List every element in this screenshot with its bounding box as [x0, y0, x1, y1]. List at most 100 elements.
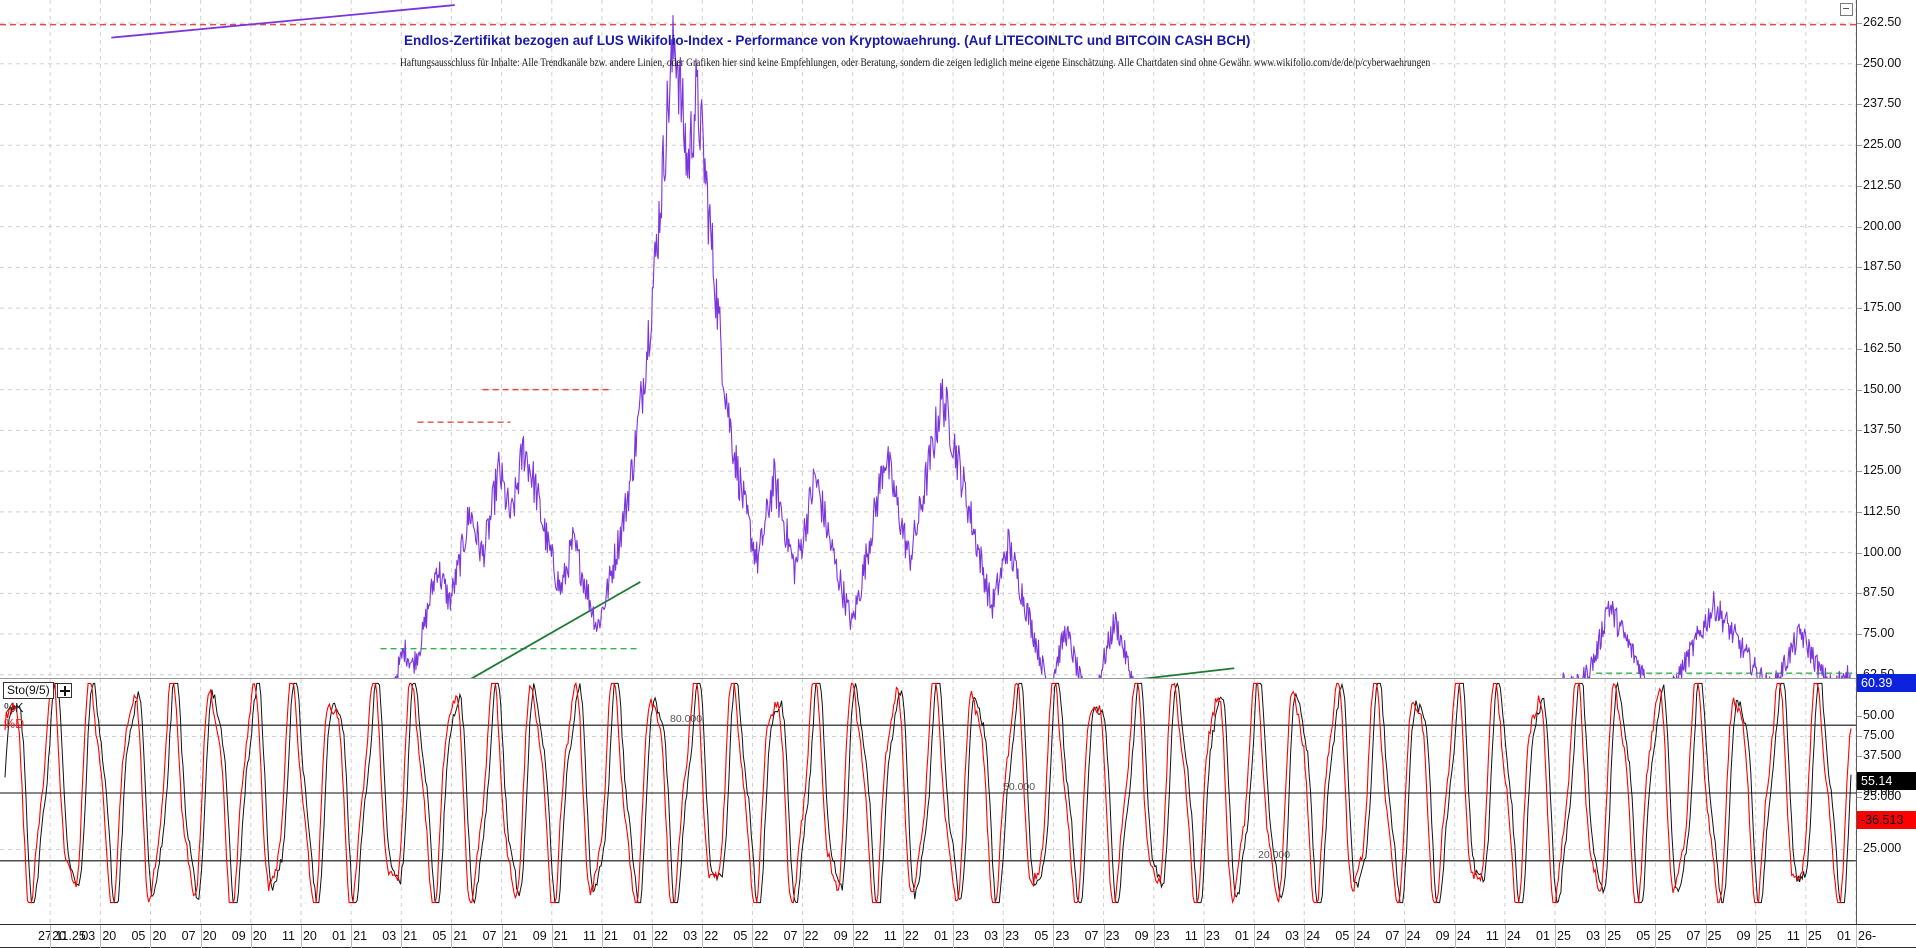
level-50-label: 50.000	[1003, 781, 1036, 793]
time-axis-separator	[1755, 925, 1757, 948]
time-axis-month-label: 11	[1786, 929, 1800, 943]
time-axis-month-label: 03	[81, 929, 96, 943]
time-axis-month-label: 05	[733, 929, 748, 943]
time-axis-year-label: 23	[955, 929, 969, 943]
stochastic-d-line	[4, 681, 1852, 905]
time-axis[interactable]: 27.11.25 20 03 20 05 20 07 20 09 20 11 20 01 21 03 21 05…	[0, 924, 1916, 948]
time-axis-month-label: 05	[1636, 929, 1651, 943]
time-axis-separator	[1053, 925, 1055, 948]
stochastic-plot[interactable]	[0, 679, 1856, 924]
time-axis-year-label: 23	[1055, 929, 1070, 943]
price-axis-tick	[1857, 634, 1862, 636]
time-axis-month-label: 01	[633, 929, 647, 943]
time-axis-year-label: 21	[403, 929, 418, 943]
time-axis-year-label: 22	[804, 929, 819, 943]
time-axis-month-label: 11	[1184, 929, 1198, 943]
time-axis-start-label: 27.11.25	[38, 929, 86, 943]
stochastic-axis-tick	[1857, 735, 1862, 737]
price-axis-tick	[1857, 63, 1862, 65]
time-axis-year-label: 25	[1607, 929, 1622, 943]
indicator-name-label[interactable]: Sto(9/5)	[3, 682, 54, 699]
time-axis-separator	[1103, 925, 1105, 948]
time-axis-month-label: 07	[783, 929, 798, 943]
stochastic-axis-tick	[1857, 792, 1862, 793]
time-axis-month-label: 09	[833, 929, 848, 943]
time-axis-year-label: 20	[52, 929, 67, 943]
time-axis-year-label: 21	[353, 929, 368, 943]
stochastic-k-badge[interactable]: 55.14	[1857, 772, 1916, 791]
time-axis-separator	[1454, 925, 1456, 948]
time-axis-month-label: 09	[1435, 929, 1450, 943]
price-axis-tick	[1857, 593, 1862, 595]
series-k-label: %K	[4, 701, 24, 715]
time-axis-separator	[1153, 925, 1155, 948]
price-axis-label: 50.00	[1863, 707, 1895, 722]
price-axis-label: 25.000	[1863, 789, 1902, 803]
current-price-badge[interactable]: 60.39	[1857, 673, 1916, 692]
price-axis-tick	[1857, 552, 1862, 554]
price-axis-tick	[1857, 511, 1862, 513]
time-axis-year-label: 20	[152, 929, 167, 943]
time-axis-year-label: 25	[1757, 929, 1772, 943]
time-axis-separator	[100, 925, 102, 948]
time-axis-separator	[1856, 925, 1857, 948]
time-axis-month-label: 11	[281, 929, 295, 943]
time-axis-separator	[1404, 925, 1406, 948]
price-chart-pane[interactable]	[0, 0, 1856, 678]
time-axis-month-label: 01	[332, 929, 347, 943]
time-axis-month-label: 07	[1385, 929, 1400, 943]
time-axis-separator	[652, 925, 654, 948]
time-axis-separator	[250, 925, 252, 948]
price-axis-label: 162.50	[1863, 340, 1902, 355]
indicator-header[interactable]: Sto(9/5)	[3, 682, 72, 699]
time-axis-year-label: 22	[754, 929, 769, 943]
time-axis-year-label: 20	[252, 929, 267, 943]
price-axis-label: 200.00	[1863, 218, 1902, 233]
time-axis-separator	[953, 925, 955, 948]
price-axis-label: 175.00	[1863, 300, 1902, 315]
time-axis-separator	[1605, 925, 1607, 948]
time-axis-separator	[401, 925, 403, 948]
trend-line-uptrend-green-2	[1141, 667, 1235, 678]
time-axis-separator	[451, 925, 453, 948]
time-axis-month-label: 05	[1335, 929, 1350, 943]
trend-line-uptrend-channel-upper	[111, 4, 455, 39]
time-axis-separator	[752, 925, 754, 948]
time-axis-year-label: 22	[704, 929, 719, 943]
price-axis-tick	[1857, 471, 1862, 473]
stochastic-pane[interactable]: Sto(9/5) %K %D 80.000 50.000 20.000	[0, 678, 1856, 925]
time-axis-separator	[1354, 925, 1356, 948]
plus-icon[interactable]	[56, 683, 72, 698]
price-axis[interactable]: 262.50 250.00 237.50 225.00 212.50 200.00 187.…	[1856, 0, 1916, 924]
price-axis-tick	[1857, 348, 1862, 350]
price-axis-label: 75.00	[1863, 626, 1895, 641]
time-axis-month-label: 07	[482, 929, 497, 943]
time-axis-month-label: 11	[582, 929, 596, 943]
price-axis-label: 125.00	[1863, 463, 1902, 478]
price-axis-label: 262.50	[1863, 15, 1902, 29]
collapse-pane-icon[interactable]	[1840, 3, 1853, 16]
time-axis-separator	[802, 925, 804, 948]
time-axis-month-label: 09	[532, 929, 547, 943]
time-axis-separator	[902, 925, 904, 948]
time-axis-month-label: 09	[1736, 929, 1751, 943]
price-axis-tick	[1857, 797, 1862, 798]
price-axis-label: 237.50	[1863, 96, 1902, 111]
price-plot[interactable]	[0, 0, 1856, 678]
time-axis-separator	[1805, 925, 1807, 948]
stochastic-d-badge[interactable]: -36.513	[1857, 811, 1916, 830]
time-axis-separator	[1504, 925, 1506, 948]
price-axis-tick	[1857, 430, 1862, 432]
time-axis-year-label: 21	[603, 929, 618, 943]
time-axis-year-label: 23	[1005, 929, 1020, 943]
time-axis-month-label: 05	[432, 929, 447, 943]
time-axis-month-label: 07	[1686, 929, 1701, 943]
price-axis-tick	[1857, 145, 1862, 147]
page-title: Endlos-Zertifikat bezogen auf LUS Wikifo…	[404, 33, 1251, 48]
time-axis-month-label: 03	[382, 929, 397, 943]
time-axis-separator	[1003, 925, 1005, 948]
price-axis-tick	[1857, 226, 1862, 228]
price-axis-label: 187.50	[1863, 259, 1902, 274]
time-axis-separator	[150, 925, 152, 948]
